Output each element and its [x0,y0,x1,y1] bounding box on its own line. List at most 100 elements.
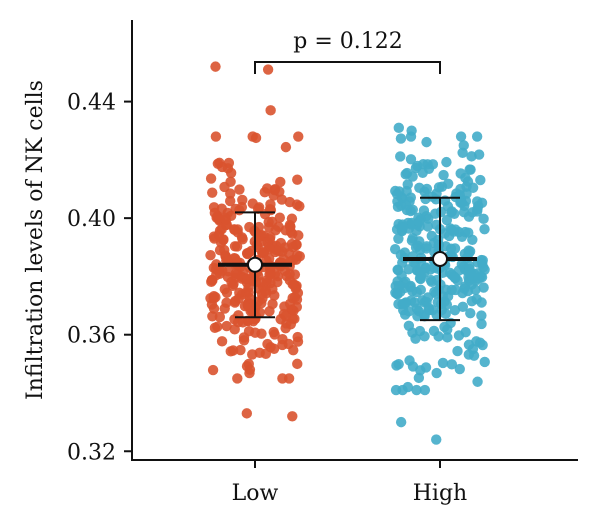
data-point [277,333,288,345]
data-point [265,105,276,116]
data-point [441,214,453,226]
data-point [464,164,475,175]
data-point [264,306,275,317]
data-point [449,243,461,254]
data-point [395,151,406,162]
data-point [292,336,304,347]
data-point [402,381,414,393]
data-point [257,293,268,304]
data-point [213,229,224,241]
data-point [471,293,482,305]
data-point [463,339,475,350]
data-point [233,310,244,321]
data-point [269,329,280,340]
data-point [477,339,488,351]
data-point [225,176,236,187]
data-point [442,332,453,343]
annotation-layer: p = 0.122 [254,29,441,74]
data-point [280,141,292,153]
data-point [420,362,432,373]
data-point [442,324,453,335]
ticks-layer: 0.32 0.36 0.40 0.44 Low High [67,91,467,506]
data-point [292,174,303,185]
data-point [281,271,293,282]
data-point [210,131,222,142]
data-point [205,173,217,184]
data-point [239,300,251,312]
axes-layer [131,20,578,461]
data-point [478,213,489,225]
data-point [472,376,483,387]
mean-marker [247,256,263,273]
data-point [291,239,302,251]
data-point [249,327,261,338]
data-point [260,348,272,360]
data-point [261,183,273,194]
data-point [401,185,412,197]
data-point [411,225,422,237]
data-point [453,330,465,341]
data-point [288,345,299,356]
data-point [210,61,221,72]
data-point [293,131,304,142]
data-point [401,167,413,179]
data-point [403,320,415,331]
data-point [232,373,243,384]
data-point [276,194,288,205]
data-point [411,384,422,396]
data-point [433,182,445,193]
data-point [473,273,485,284]
data-point [225,195,236,207]
data-point [247,131,258,142]
data-point [234,184,245,195]
data-point [399,297,411,309]
y-tick-label: 0.40 [67,207,116,232]
data-point [393,359,404,370]
data-point [422,221,434,232]
data-point [291,301,303,313]
data-point [431,434,442,445]
data-point [241,408,253,419]
data-point [418,205,430,216]
data-point [419,384,431,396]
data-point [205,250,216,261]
data-point [422,159,433,170]
data-point [423,302,434,314]
data-point [262,338,273,350]
data-point [238,332,250,343]
data-point [229,297,241,308]
mean-marker [432,250,448,267]
data-point [220,214,232,225]
data-point [433,331,444,342]
data-point [287,411,298,422]
data-point [244,364,256,375]
data-point [390,384,402,396]
data-point [403,306,415,317]
data-point [210,269,222,281]
data-point [212,321,223,332]
summary-layer [218,196,477,322]
data-point [226,276,237,288]
y-axis-label: Infiltration levels of NK cells [23,80,48,400]
data-point [404,281,416,293]
data-point [457,147,468,158]
x-tick-label: High [413,481,467,506]
data-point [397,222,409,233]
data-point [416,271,427,282]
data-point [214,311,226,323]
data-point [422,292,434,303]
data-point [289,269,301,280]
significance-bracket [254,61,441,74]
data-point [208,202,220,213]
data-point [291,250,303,261]
data-point [442,178,454,189]
data-point [292,358,303,370]
data-point [462,285,474,297]
data-point [421,136,432,148]
data-point [214,157,225,169]
data-point [221,320,232,332]
points-layer [205,61,490,445]
data-point [426,276,437,288]
data-point [446,207,457,218]
data-point [237,234,248,245]
